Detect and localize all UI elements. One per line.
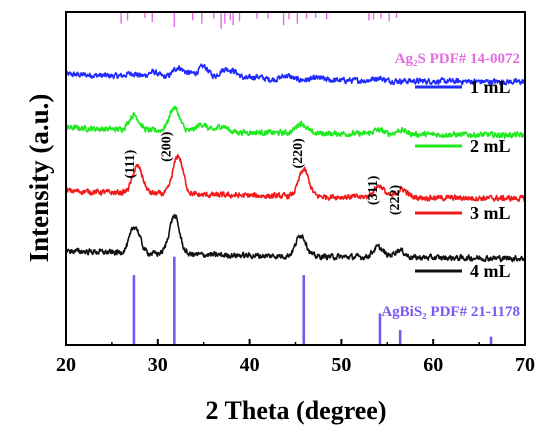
legend-label: 4 mL <box>470 261 511 281</box>
series-line-2 <box>65 153 526 202</box>
x-axis-label: 2 Theta (degree) <box>206 396 387 425</box>
x-tick-label: 50 <box>331 354 351 376</box>
peak-label: (311) <box>366 175 381 205</box>
x-tick-label: 30 <box>148 354 168 376</box>
x-axis: 20 30 40 50 60 70 <box>56 339 535 376</box>
legend-label: 3 mL <box>470 203 511 223</box>
series-line-1 <box>65 105 526 140</box>
reference-labels: AgBiS₂ PDF# 21-1178 Ag₂S PDF# 14-0072 <box>381 51 520 320</box>
x-tick-label: 70 <box>515 354 535 376</box>
series-line-3 <box>65 213 526 263</box>
peak-labels: (111) (200) (220) (311) (222) <box>123 131 403 215</box>
reference-label: AgBiS₂ PDF# 21-1178 <box>381 304 520 320</box>
x-tick-label: 60 <box>423 354 443 376</box>
peak-label: (111) <box>123 149 138 178</box>
x-tick-label: 40 <box>240 354 260 376</box>
series-lines <box>65 63 526 263</box>
legend-label: 2 mL <box>470 136 511 156</box>
peak-label: (200) <box>160 131 175 162</box>
legend: 1 mL 2 mL 3 mL 4 mL <box>415 77 511 281</box>
x-tick-label: 20 <box>56 354 76 376</box>
peak-label: (220) <box>291 138 306 169</box>
peak-label: (222) <box>388 184 403 215</box>
reference-label: Ag₂S PDF# 14-0072 <box>395 51 520 67</box>
series-line-0 <box>65 63 526 86</box>
y-axis-label: Intensity (a.u.) <box>24 94 54 263</box>
legend-label: 1 mL <box>470 77 511 97</box>
